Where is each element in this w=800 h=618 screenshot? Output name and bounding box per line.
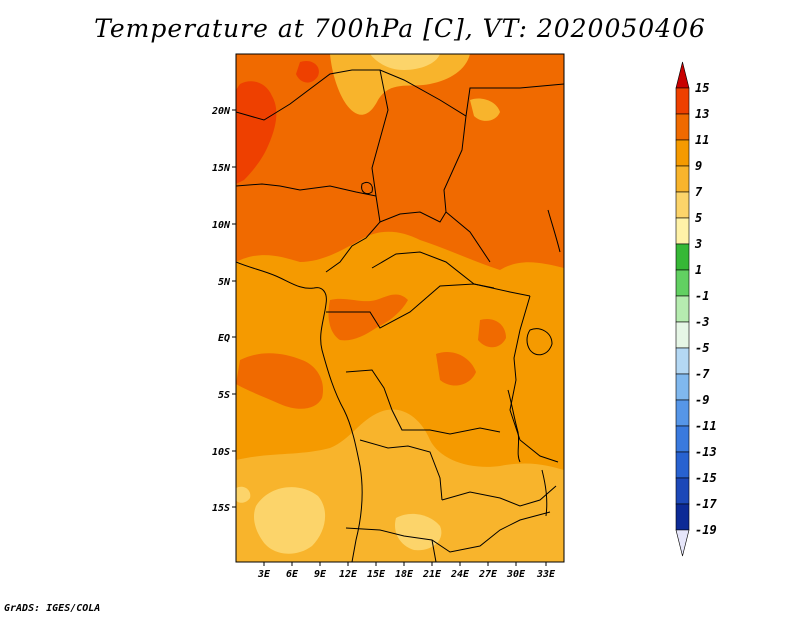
colorbar-swatch — [675, 503, 690, 531]
colorbar-swatch — [675, 243, 690, 271]
lat-tick-label: 5N — [218, 277, 231, 288]
border-north-2 — [371, 69, 389, 197]
lon-tick-label: 6E — [286, 569, 299, 580]
colorbar-label: 7 — [695, 185, 703, 199]
colorbar-swatch — [675, 373, 690, 401]
colorbar-label: -13 — [695, 445, 717, 459]
lat-tick-label: 15S — [212, 503, 230, 514]
colorbar-swatch — [675, 477, 690, 505]
field-north-cool-3 — [470, 98, 500, 121]
field-central-warm-4 — [478, 318, 506, 348]
border-south-1 — [359, 439, 443, 501]
country-borders — [236, 69, 564, 562]
colorbar-bottom-arrow — [675, 529, 690, 557]
colorbar-swatch — [675, 425, 690, 453]
colorbar-swatch — [675, 451, 690, 479]
border-mid-1 — [236, 183, 377, 197]
field-central-warm-2 — [236, 353, 324, 409]
lat-ticks — [232, 109, 236, 508]
colorbar-label: -15 — [695, 471, 717, 485]
border-mid-5 — [326, 283, 531, 329]
coastline-west — [236, 261, 363, 562]
colorbar-label: -9 — [695, 393, 709, 407]
colorbar-label: -17 — [695, 497, 717, 511]
colorbar-label: 1 — [695, 263, 702, 277]
border-south-3 — [441, 485, 557, 507]
lon-tick-label: 27E — [478, 569, 498, 580]
grads-credit: GrADS: IGES/COLA — [4, 603, 101, 614]
border-mid-2 — [325, 195, 381, 273]
colorbar-label: -19 — [695, 523, 717, 537]
field-south-pale — [254, 487, 326, 554]
field-south-pale-2 — [394, 513, 442, 551]
lon-axis: 3E 6E 9E 12E 15E 18E 21E 24E 27E 30E 33E — [257, 569, 556, 580]
lat-tick-label: 10N — [212, 220, 231, 231]
lat-tick-label: 10S — [212, 447, 230, 458]
field-north-cool-2 — [370, 54, 440, 70]
field-central-warm-3 — [436, 352, 476, 386]
colorbar-swatch — [675, 87, 690, 115]
lon-tick-label: 24E — [450, 569, 470, 580]
colorbar-top-arrow — [675, 61, 690, 89]
colorbar-label: 15 — [695, 81, 709, 95]
colorbar-label: 9 — [695, 159, 702, 173]
colorbar-swatch — [675, 191, 690, 219]
lon-tick-label: 12E — [339, 569, 358, 580]
colorbar-swatch — [675, 321, 690, 349]
temperature-field — [236, 54, 564, 562]
colorbar-swatch — [675, 113, 690, 141]
lon-tick-label: 9E — [314, 569, 327, 580]
lat-tick-label: EQ — [218, 333, 230, 344]
border-north-3 — [443, 115, 491, 263]
colorbar-swatch — [675, 269, 690, 297]
lake-chad — [361, 181, 373, 195]
map-frame — [235, 53, 565, 563]
border-north-1 — [236, 69, 564, 121]
field-north-hot-2 — [296, 60, 319, 83]
border-mid-7 — [345, 369, 501, 435]
coast-east — [547, 209, 561, 253]
chart-title: Temperature at 700hPa [C], VT: 202005040… — [94, 14, 706, 43]
colorbar-swatch — [675, 165, 690, 193]
colorbar-label: -11 — [695, 419, 717, 433]
lake-victoria — [526, 328, 553, 356]
colorbar-label: -1 — [695, 289, 709, 303]
lake-malawi — [541, 469, 548, 517]
colorbar-label: -3 — [695, 315, 709, 329]
colorbar: 15 13 11 9 7 5 3 1 -1 -3 -5 -7 -9 -11 -13 -15 -17 -19 — [675, 61, 717, 557]
colorbar-swatch — [675, 139, 690, 167]
colorbar-label: 3 — [694, 237, 702, 251]
field-north-cool — [330, 54, 470, 115]
lake-tanganyika — [507, 389, 521, 463]
border-mid-3 — [379, 211, 447, 223]
colorbar-label: -7 — [695, 367, 710, 381]
colorbar-label: 11 — [695, 133, 709, 147]
colorbar-label: 5 — [695, 211, 702, 225]
lon-tick-label: 18E — [395, 569, 414, 580]
lat-tick-label: 5S — [218, 390, 230, 401]
lon-tick-label: 30E — [506, 569, 526, 580]
colorbar-label: 13 — [695, 107, 709, 121]
lat-tick-label: 15N — [212, 163, 231, 174]
colorbar-swatch — [675, 295, 690, 323]
border-south-2 — [345, 511, 551, 553]
field-south-pale-3 — [236, 486, 251, 503]
lon-tick-label: 15E — [367, 569, 386, 580]
border-mid-6 — [509, 295, 559, 463]
colorbar-swatch — [675, 217, 690, 245]
lon-tick-label: 21E — [422, 569, 442, 580]
lon-ticks — [263, 562, 547, 566]
border-south-4 — [431, 539, 437, 562]
lat-tick-label: 20N — [211, 106, 231, 117]
field-central-warm — [328, 294, 408, 341]
lon-tick-label: 33E — [536, 569, 556, 580]
field-north-hot — [236, 81, 277, 184]
colorbar-label: -5 — [695, 341, 709, 355]
lon-tick-label: 3E — [257, 569, 271, 580]
colorbar-swatch — [675, 399, 690, 427]
lat-axis: 20N 15N 10N 5N EQ 5S 10S 15S — [211, 106, 231, 514]
colorbar-swatch — [675, 347, 690, 375]
